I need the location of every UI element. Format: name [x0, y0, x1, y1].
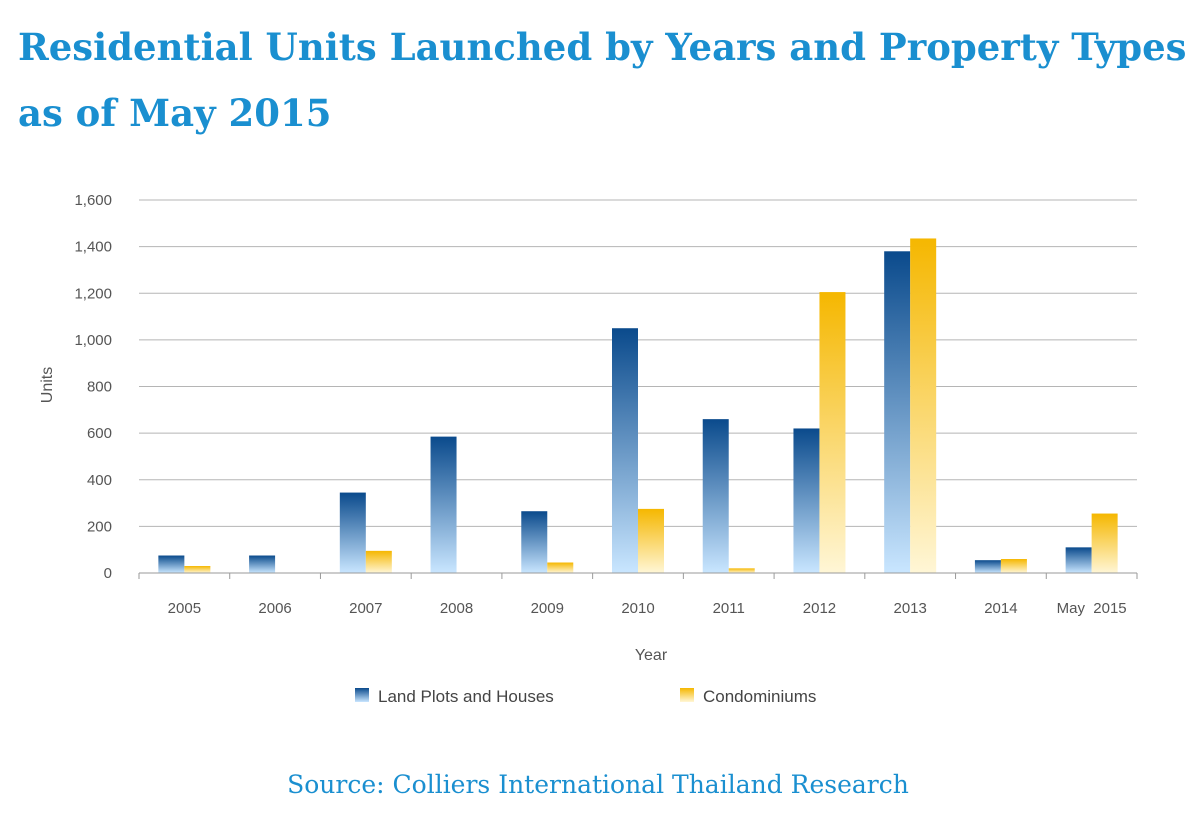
legend-swatch-condo [680, 688, 694, 702]
x-tick-label: 2011 [713, 600, 745, 617]
legend-swatch-land [355, 688, 369, 702]
bar-condominiums [910, 238, 937, 573]
x-axis [138, 572, 1138, 579]
x-tick-label: 2014 [984, 600, 1017, 617]
y-tick-label: 600 [87, 425, 112, 442]
bar-land-plots-houses [612, 328, 638, 573]
bar-condominiums [1091, 513, 1118, 573]
x-tick-label: 2009 [531, 600, 564, 617]
bar-land-plots-houses [974, 560, 1001, 573]
chart-title: Residential Units Launched by Years and … [18, 25, 1187, 135]
x-tick-label: 2012 [803, 600, 836, 617]
bars [158, 238, 1118, 573]
bar-condominiums [365, 550, 392, 573]
bar-condominiums [638, 508, 664, 573]
x-tick-label: 2007 [349, 600, 382, 617]
x-axis-label: Year [635, 647, 668, 664]
y-tick-label: 1,400 [74, 239, 112, 256]
bar-land-plots-houses [1065, 547, 1092, 573]
x-axis-ticks: 2005 2006 2007 2008 2009 2010 2011 2012 2013 2014… [168, 600, 1127, 617]
bar-land-plots-houses [521, 511, 548, 573]
x-tick-label: 2006 [258, 600, 291, 617]
x-tick-label: May 2015 [1057, 600, 1127, 617]
bar-condominiums [547, 562, 574, 573]
y-tick-label: 1,600 [74, 192, 112, 209]
bar-condominiums [184, 566, 211, 573]
x-tick-label: 2008 [440, 600, 473, 617]
y-tick-label: 800 [87, 379, 112, 396]
bar-condominiums [1000, 559, 1027, 573]
y-tick-label: 200 [87, 518, 112, 535]
x-tick-label: 2010 [621, 600, 654, 617]
bar-land-plots-houses [158, 555, 185, 573]
y-axis-label: Units [39, 367, 56, 403]
bar-condominiums [728, 568, 755, 573]
x-tick-label: 2005 [168, 600, 201, 617]
y-tick-label: 400 [87, 472, 112, 489]
x-tick-label: 2013 [893, 600, 926, 617]
y-tick-label: 1,200 [74, 285, 112, 302]
bar-land-plots-houses [430, 436, 457, 573]
bar-condominiums [819, 292, 846, 573]
legend-label-land: Land Plots and Houses [378, 687, 554, 706]
bar-land-plots-houses [793, 428, 820, 573]
legend: Land Plots and Houses Condominiums [355, 687, 816, 706]
bar-land-plots-houses [884, 251, 911, 573]
y-axis-ticks: 0 200 400 600 800 1,000 1,200 1,400 1,600 [74, 192, 112, 582]
bar-land-plots-houses [339, 492, 366, 573]
y-tick-label: 0 [104, 565, 112, 582]
bar-land-plots-houses [702, 419, 729, 573]
source-note: Source: Colliers International Thailand … [287, 770, 909, 799]
legend-label-condo: Condominiums [703, 687, 816, 706]
y-tick-label: 1,000 [74, 332, 112, 349]
bar-land-plots-houses [249, 555, 276, 573]
